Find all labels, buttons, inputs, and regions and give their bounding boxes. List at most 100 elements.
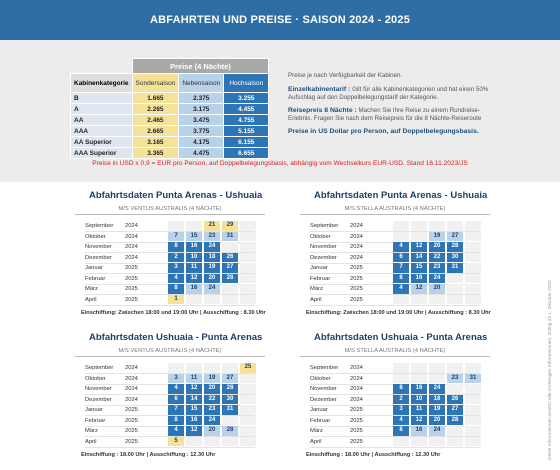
date-cell: 2	[168, 252, 184, 262]
empty-cell	[411, 294, 427, 304]
empty-cell	[465, 436, 481, 446]
price: 3.165	[131, 136, 180, 148]
empty-cell	[222, 242, 238, 252]
month: Dezember	[85, 254, 112, 261]
date-cell: 31	[447, 263, 463, 273]
empty-cell	[204, 363, 220, 373]
year: 2024	[125, 386, 138, 392]
month-row: März 2025 8 16 24	[310, 426, 481, 437]
empty-cell	[240, 231, 256, 241]
ship-name: M/S VENTUS AUSTRALIS (4 NÄCHTE)	[75, 348, 265, 357]
price: 2.265	[131, 103, 180, 115]
blank	[71, 59, 133, 74]
month: Dezember	[310, 396, 337, 403]
column-header: Nebensaison	[178, 73, 225, 93]
price-table: Preise (4 Nächte) Kabinenkategorie Sonders…	[70, 58, 270, 159]
date-cell: 24	[429, 273, 445, 283]
year: 2024	[350, 386, 363, 392]
date-cell: 4	[393, 415, 409, 425]
block-title: Abfahrtsdaten Punta Arenas - Ushuaia	[89, 190, 263, 201]
month: April	[85, 438, 97, 445]
empty-cell	[393, 363, 409, 373]
date-cell: 20	[429, 415, 445, 425]
block-title: Abfahrtsdaten Ushuaia - Punta Arenas	[314, 332, 488, 343]
empty-cell	[465, 252, 481, 262]
month-row: Dezember 2024 6 14 22 30	[310, 252, 481, 264]
block-footer: Einschiffung: Zwischen 18:00 und 19:00 U…	[81, 310, 266, 316]
month-row: November 2024 8 16 24	[310, 384, 481, 395]
empty-cell	[240, 252, 256, 262]
month: Januar	[85, 265, 103, 271]
date-cell: 7	[393, 263, 409, 273]
date-cell: 2	[393, 394, 409, 404]
month: Oktober	[310, 375, 331, 382]
notes: Preise je nach Verfügbarkeit der Kabinen…	[288, 72, 498, 136]
date-cell: 28	[222, 273, 238, 283]
price: 4.475	[178, 147, 225, 159]
month-row: Februar 2025 4 12 20 28	[85, 273, 256, 285]
empty-cell	[186, 294, 202, 304]
empty-cell	[222, 284, 238, 294]
price: 5.155	[223, 125, 270, 137]
empty-cell	[465, 242, 481, 252]
month: Februar	[85, 275, 106, 282]
month-row: Oktober 2024 23 31	[310, 373, 481, 385]
year: 2025	[125, 407, 138, 413]
month-row: Januar 2025 3 11 19 27	[85, 263, 256, 274]
date-cell: 26	[447, 394, 463, 404]
date-cell: 18	[429, 394, 445, 404]
month-row: Dezember 2024 2 10 18 26	[310, 394, 481, 406]
month: Januar	[85, 407, 103, 413]
empty-cell	[465, 384, 481, 394]
month-row: Februar 2025 8 16 24	[310, 273, 481, 285]
month: November	[85, 386, 112, 392]
empty-cell	[222, 363, 238, 373]
date-cell: 25	[240, 363, 256, 373]
date-cell: 18	[204, 252, 220, 262]
date-cell: 22	[204, 394, 220, 404]
date-cell: 16	[186, 242, 202, 252]
price-table-wrap: Preise (4 Nächte) Kabinenkategorie Sonders…	[70, 58, 270, 159]
empty-cell	[429, 436, 445, 446]
date-cell: 24	[204, 284, 220, 294]
date-cell: 16	[411, 273, 427, 283]
month-row: April 2025	[310, 294, 481, 306]
date-cell: 16	[411, 426, 427, 436]
price: 6.155	[223, 136, 270, 148]
empty-cell	[465, 263, 481, 273]
empty-cell	[411, 373, 427, 383]
date-cell: 28	[447, 242, 463, 252]
empty-cell	[393, 294, 409, 304]
departure-block: Abfahrtsdaten Punta Arenas - Ushuaia M/S …	[300, 188, 491, 323]
empty-cell	[447, 294, 463, 304]
empty-cell	[429, 363, 445, 373]
date-cell: 27	[222, 373, 238, 383]
ship-name: M/S VENTUS AUSTRALIS (4 NÄCHTE)	[75, 206, 265, 215]
date-cell: 1	[168, 294, 184, 304]
month-row: November 2024 4 12 20 28	[310, 242, 481, 253]
date-cell: 14	[411, 252, 427, 262]
date-cell: 11	[411, 405, 427, 415]
date-cell: 4	[168, 273, 184, 283]
year: 2025	[350, 286, 363, 292]
empty-cell	[240, 373, 256, 383]
empty-cell	[240, 263, 256, 273]
month: März	[85, 286, 98, 292]
month-row: September 2024	[310, 221, 481, 232]
price: 1.665	[131, 92, 180, 104]
month-row: April 2025	[310, 436, 481, 448]
date-cell: 23	[447, 373, 463, 383]
month-row: März 2025 4 12 20	[310, 284, 481, 295]
date-cell: 20	[429, 284, 445, 294]
empty-cell	[447, 273, 463, 283]
month: April	[310, 296, 322, 303]
date-cell: 12	[186, 273, 202, 283]
empty-cell	[465, 363, 481, 373]
date-cell: 26	[222, 252, 238, 262]
month: März	[310, 428, 323, 434]
empty-cell	[240, 273, 256, 283]
price-row: AAA 2.665 3.775 5.155	[70, 125, 270, 137]
year: 2024	[350, 244, 363, 250]
column-header: Hochsaison	[223, 73, 270, 93]
